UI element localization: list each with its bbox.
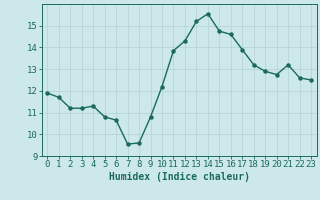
X-axis label: Humidex (Indice chaleur): Humidex (Indice chaleur) [109,172,250,182]
